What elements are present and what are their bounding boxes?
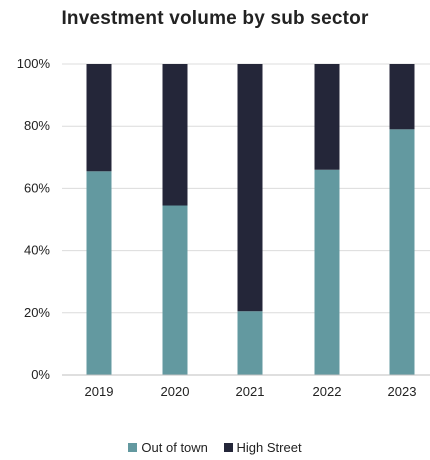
legend: Out of town High Street <box>0 440 430 455</box>
x-tick-label-2021: 2021 <box>236 384 265 399</box>
bar-high-street-2023 <box>389 64 415 130</box>
bars-group <box>86 64 415 375</box>
y-tick-label: 60% <box>24 180 50 195</box>
y-tick-label: 0% <box>31 367 50 382</box>
bar-high-street-2019 <box>86 64 112 172</box>
bar-out-of-town-2019 <box>86 171 112 375</box>
legend-swatch-out-of-town <box>128 443 138 452</box>
bar-out-of-town-2020 <box>162 205 188 375</box>
x-tick-label-2020: 2020 <box>161 384 190 399</box>
bar-high-street-2020 <box>162 64 188 206</box>
axes-group: 0% 20% 40% 60% 80% 100% 2019 2020 2021 2022 2023 <box>17 56 430 399</box>
bar-high-street-2021 <box>237 64 263 312</box>
y-tick-label: 100% <box>17 56 51 71</box>
y-tick-label: 20% <box>24 305 50 320</box>
legend-entry-high-street: High Street <box>223 440 302 455</box>
legend-entry-out-of-town: Out of town <box>128 440 208 455</box>
stacked-bar-chart: 0% 20% 40% 60% 80% 100% 2019 2020 2021 2022 2023 <box>17 56 430 399</box>
bar-high-street-2022 <box>314 64 340 170</box>
x-tick-label-2022: 2022 <box>313 384 342 399</box>
y-tick-label: 80% <box>24 118 50 133</box>
bar-out-of-town-2021 <box>237 311 263 375</box>
x-tick-label-2023: 2023 <box>388 384 417 399</box>
legend-label-out-of-town: Out of town <box>141 440 208 455</box>
bar-out-of-town-2023 <box>389 129 415 375</box>
legend-label-high-street: High Street <box>236 440 302 455</box>
legend-swatch-high-street <box>223 443 233 452</box>
y-tick-label: 40% <box>24 243 50 258</box>
x-tick-label-2019: 2019 <box>85 384 114 399</box>
bar-out-of-town-2022 <box>314 169 340 375</box>
chart-title: Investment volume by sub sector <box>61 8 369 29</box>
